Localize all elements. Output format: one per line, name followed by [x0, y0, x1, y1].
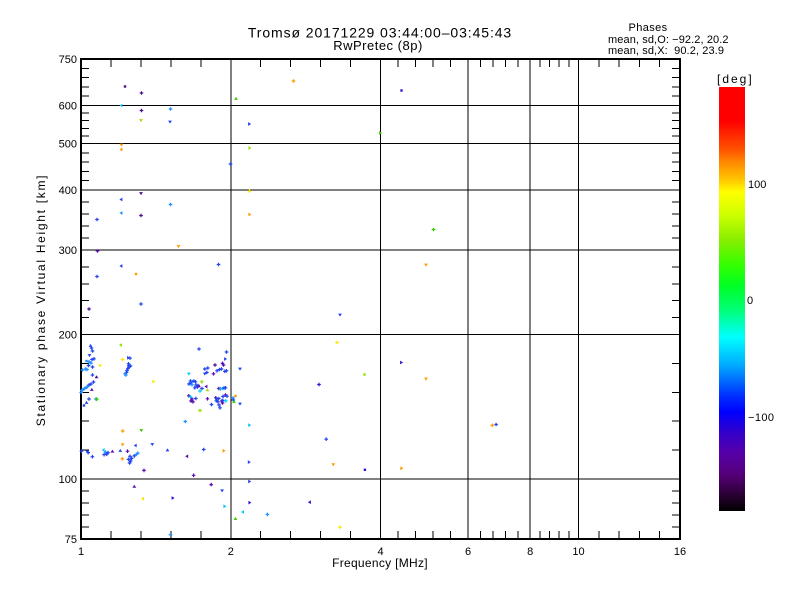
svg-text:8: 8: [527, 546, 533, 558]
svg-text:75: 75: [65, 534, 77, 546]
svg-text:0: 0: [747, 295, 753, 307]
svg-text:Tromsø 20171229 03:44:00–03:45: Tromsø 20171229 03:44:00–03:45:43: [248, 25, 512, 41]
svg-text:1: 1: [78, 546, 84, 558]
svg-text:Phases: Phases: [628, 22, 667, 34]
svg-text:750: 750: [59, 54, 77, 66]
svg-text:mean, sd,X: 90.2, 23.9: mean, sd,X: 90.2, 23.9: [608, 45, 724, 57]
svg-text:mean, sd,O: −92.2, 20.2: mean, sd,O: −92.2, 20.2: [608, 34, 729, 46]
svg-text:RwPretec (8p): RwPretec (8p): [333, 38, 423, 53]
svg-text:16: 16: [674, 546, 686, 558]
svg-text:Frequency [MHz]: Frequency [MHz]: [332, 556, 428, 570]
svg-text:500: 500: [59, 139, 77, 151]
svg-text:100: 100: [59, 474, 77, 486]
svg-text:600: 600: [59, 101, 77, 113]
svg-text:4: 4: [377, 546, 383, 558]
svg-text:6: 6: [465, 546, 471, 558]
svg-text:−100: −100: [748, 412, 774, 424]
svg-text:2: 2: [228, 546, 234, 558]
svg-text:100: 100: [748, 179, 766, 191]
svg-text:[deg]: [deg]: [717, 72, 754, 86]
svg-text:10: 10: [572, 546, 584, 558]
svg-text:200: 200: [59, 330, 77, 342]
svg-text:300: 300: [59, 245, 77, 257]
svg-text:400: 400: [59, 185, 77, 197]
svg-text:Stationary phase Virtual Heigh: Stationary phase Virtual Height [km]: [34, 174, 48, 426]
